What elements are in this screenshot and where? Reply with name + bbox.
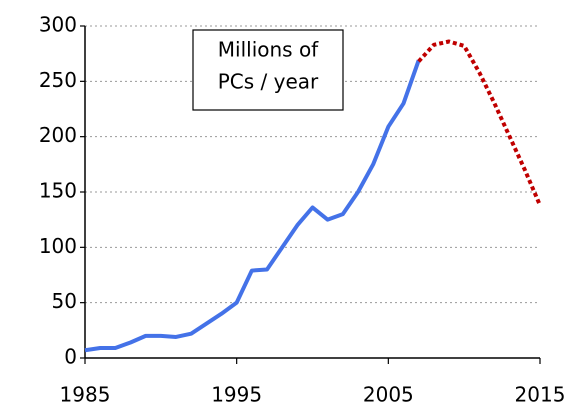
x-tick-label: 1985: [60, 383, 111, 407]
data-line: [84, 59, 421, 353]
y-tick-label: 250: [39, 68, 77, 92]
y-tick-label: 0: [64, 345, 77, 369]
x-tick-label: 1995: [211, 383, 262, 407]
annotation: Millions of: [218, 38, 319, 62]
y-tick-label: 150: [39, 179, 77, 203]
x-tick-label: 2015: [515, 383, 566, 407]
y-tick-label: 100: [39, 234, 77, 258]
annotation-box: [192, 29, 344, 111]
y-tick-label: 50: [52, 289, 77, 313]
x-tick-label: 2005: [363, 383, 414, 407]
annotation: PCs / year: [218, 70, 319, 94]
y-tick-label: 300: [39, 13, 77, 37]
data-line: [417, 39, 542, 207]
y-tick-label: 200: [39, 123, 77, 147]
